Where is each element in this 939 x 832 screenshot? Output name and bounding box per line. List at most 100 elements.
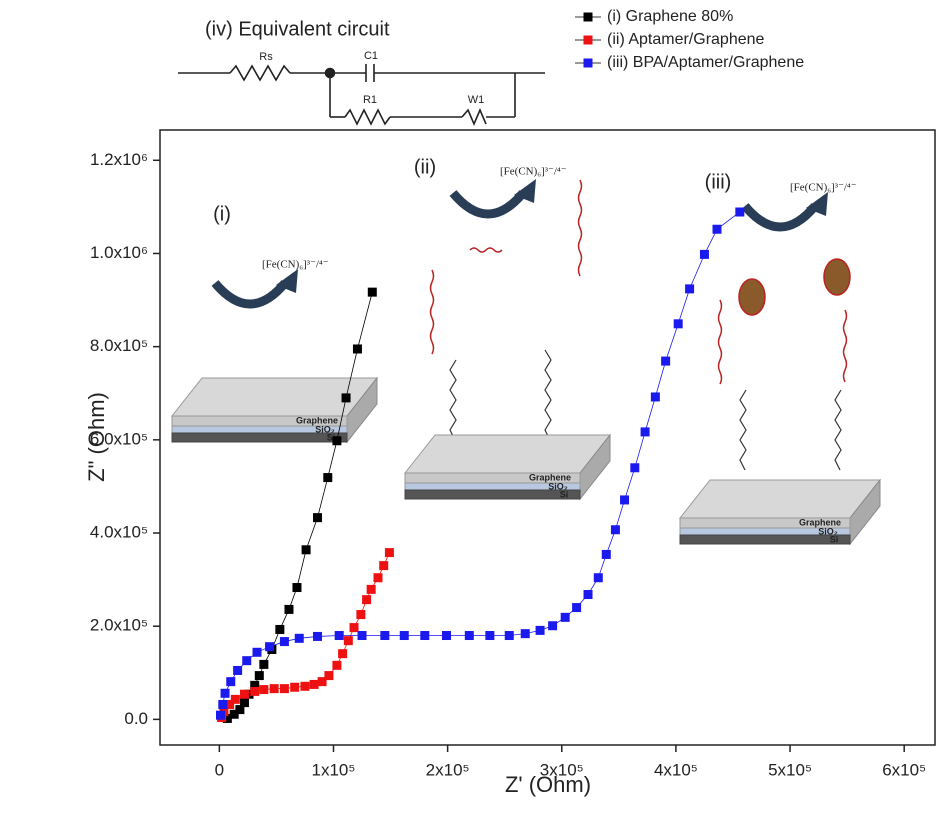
data-point [420, 631, 429, 640]
circuit-label: R1 [363, 94, 377, 106]
data-point [255, 671, 264, 680]
circuit-label: C1 [364, 50, 378, 62]
y-tick-label: 8.0x10⁵ [90, 336, 148, 355]
data-point [712, 225, 721, 234]
y-tick-label: 0.0 [124, 709, 148, 728]
data-point [602, 550, 611, 559]
legend-label: (iii) BPA/Aptamer/Graphene [607, 54, 804, 71]
data-point [292, 583, 301, 592]
data-point [536, 626, 545, 635]
data-point [253, 648, 262, 657]
data-point [342, 393, 351, 402]
data-point [620, 495, 629, 504]
y-tick-label: 2.0x10⁵ [90, 616, 148, 635]
data-point [270, 684, 279, 693]
data-point [584, 590, 593, 599]
data-point [385, 548, 394, 557]
data-point [674, 319, 683, 328]
data-point [250, 687, 259, 696]
data-point [226, 677, 235, 686]
page: {"chart_data": { "type": "scatter", "cir… [0, 0, 939, 832]
data-point [362, 595, 371, 604]
y-tick-label: 6.0x10⁵ [90, 429, 148, 448]
x-tick-label: 5x10⁵ [768, 760, 812, 779]
x-tick-label: 6x10⁵ [882, 760, 926, 779]
redox-arrow [745, 206, 815, 227]
substrate-top [680, 480, 880, 518]
data-point [323, 473, 332, 482]
data-point [442, 631, 451, 640]
data-point [221, 689, 230, 698]
data-point [400, 631, 409, 640]
x-tick-label: 2x10⁵ [426, 760, 470, 779]
x-tick-label: 1x10⁵ [312, 760, 356, 779]
data-point [367, 585, 376, 594]
data-point [332, 661, 341, 670]
data-point [231, 695, 240, 704]
data-point [335, 631, 344, 640]
data-point [295, 634, 304, 643]
chart: (iv) Equivalent circuit Rs C1 R1 W1 Z' (… [0, 0, 939, 832]
legend-label: (i) Graphene 80% [607, 8, 733, 25]
data-point [259, 685, 268, 694]
data-point [324, 671, 333, 680]
data-point [240, 698, 249, 707]
data-point [290, 683, 299, 692]
layer-label: Si [560, 489, 569, 499]
data-point [313, 632, 322, 641]
data-point [313, 513, 322, 522]
ion-label: [Fe(CN)₆]³⁻/⁴⁻ [790, 182, 857, 194]
legend-marker [584, 59, 593, 68]
data-point [611, 525, 620, 534]
data-point [280, 684, 289, 693]
data-point [275, 625, 284, 634]
y-tick-label: 4.0x10⁵ [90, 522, 148, 541]
data-point [356, 610, 365, 619]
data-point [338, 649, 347, 658]
legend-marker [584, 13, 593, 22]
x-tick-label: 0 [215, 760, 224, 779]
data-point [548, 621, 557, 630]
panel-label: (ii) [414, 156, 436, 178]
data-point [358, 631, 367, 640]
data-point [700, 250, 709, 259]
data-point [350, 623, 359, 632]
target-illustration [739, 259, 850, 315]
data-point [284, 605, 293, 614]
data-point [572, 603, 581, 612]
data-point [259, 660, 268, 669]
x-tick-label: 4x10⁵ [654, 760, 698, 779]
data-point [280, 637, 289, 646]
data-point [332, 436, 341, 445]
data-point [505, 631, 514, 640]
circuit-label: W1 [468, 94, 485, 106]
data-point [233, 666, 242, 675]
data-point [368, 288, 377, 297]
data-point [465, 631, 474, 640]
panel-label: (iii) [705, 171, 732, 193]
data-point [300, 682, 309, 691]
layer-label: Si [830, 534, 839, 544]
x-tick-label: 3x10⁵ [540, 760, 584, 779]
redox-arrow [453, 193, 523, 214]
legend-marker [584, 36, 593, 45]
data-point [265, 642, 274, 651]
data-point [353, 344, 362, 353]
y-tick-label: 1.0x10⁶ [90, 243, 148, 262]
data-point [630, 463, 639, 472]
data-point [310, 680, 319, 689]
circuit-title: (iv) Equivalent circuit [205, 18, 390, 40]
data-point [521, 629, 530, 638]
y-tick-label: 1.2x10⁶ [90, 150, 148, 169]
data-point [242, 656, 251, 665]
data-point [651, 392, 660, 401]
ion-label: [Fe(CN)₆]³⁻/⁴⁻ [500, 166, 567, 178]
circuit-label: Rs [259, 51, 273, 63]
ion-label: [Fe(CN)₆]³⁻/⁴⁻ [262, 259, 329, 271]
data-point [561, 613, 570, 622]
data-point [344, 636, 353, 645]
series-line [227, 292, 372, 718]
legend-label: (ii) Aptamer/Graphene [607, 31, 765, 48]
